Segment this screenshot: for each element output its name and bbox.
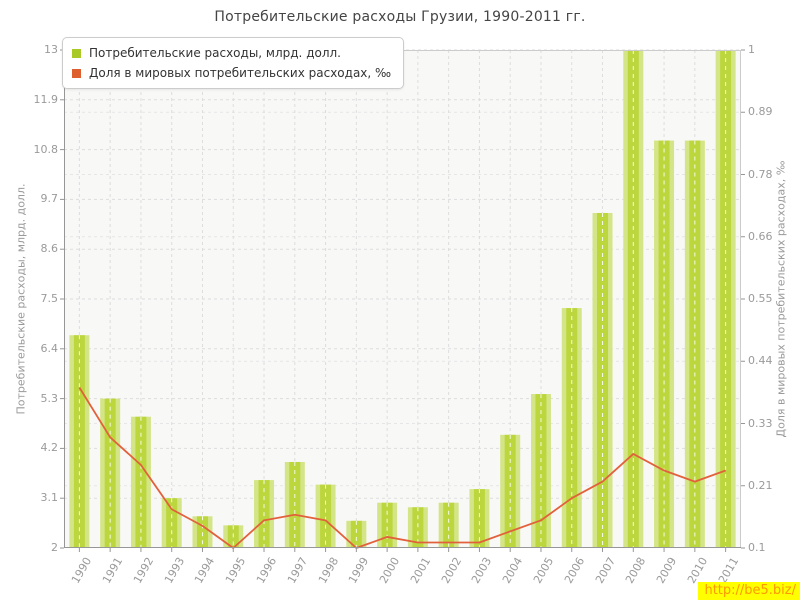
watermark-link[interactable]: http://be5.biz/ (698, 582, 800, 600)
bar-core-2007 (597, 212, 609, 548)
bar-core-2000 (381, 502, 393, 548)
x-axis-label-1999: 1999 (346, 555, 372, 586)
x-axis-label-2008: 2008 (623, 555, 649, 586)
x-axis-label-1997: 1997 (284, 555, 311, 586)
bar-core-2003 (473, 489, 485, 548)
x-axis-label-1991: 1991 (100, 555, 126, 586)
legend: Потребительские расходы, млрд. долл. Дол… (62, 37, 405, 89)
line-series (78, 387, 726, 549)
left-axis-tick-11.9: 11.9 (33, 92, 59, 106)
x-axis-label-2006: 2006 (561, 555, 588, 586)
x-axis-label-2003: 2003 (469, 555, 495, 586)
x-axis-label-1990: 1990 (69, 555, 95, 586)
x-axis-label-2005: 2005 (530, 555, 557, 586)
chart-canvas (60, 49, 745, 552)
legend-label-bars: Потребительские расходы, млрд. долл. (89, 46, 341, 60)
bar-core-2001 (412, 507, 424, 548)
left-axis-tick-3.1: 3.1 (40, 491, 59, 505)
left-axis-tick-2: 2 (51, 541, 58, 554)
x-axis-label-1993: 1993 (161, 555, 187, 586)
x-axis-label-1998: 1998 (315, 555, 341, 586)
bar-core-2006 (566, 308, 578, 548)
x-axis-label-2004: 2004 (500, 555, 526, 586)
x-axis-label-1992: 1992 (130, 555, 157, 586)
x-axis-label-2009: 2009 (654, 555, 680, 586)
right-axis-tick-0.21: 0.21 (748, 478, 773, 492)
x-axis-label-1995: 1995 (223, 555, 249, 586)
line-series-swatch-icon (72, 68, 81, 78)
legend-item-bars: Потребительские расходы, млрд. долл. (72, 43, 391, 63)
x-axis-label-2007: 2007 (592, 555, 618, 586)
x-axis-label-2002: 2002 (438, 555, 464, 586)
x-axis-label-1994: 1994 (192, 555, 218, 586)
right-axis-tick-1: 1 (748, 43, 755, 56)
x-axis-label-2001: 2001 (407, 555, 434, 586)
right-axis-title: Доля в мировых потребительских расходах,… (774, 160, 788, 438)
legend-label-line: Доля в мировых потребительских расходах,… (89, 66, 392, 80)
x-axis-label-1996: 1996 (254, 555, 280, 586)
right-axis-tick-0.89: 0.89 (748, 105, 773, 119)
chart-title: Потребительские расходы Грузии, 1990-201… (214, 9, 586, 25)
bar-core-2005 (535, 394, 547, 548)
bar-core-1998 (320, 484, 332, 548)
legend-item-line: Доля в мировых потребительских расходах,… (72, 63, 391, 83)
bar-core-1994 (196, 516, 208, 548)
bar-core-1999 (350, 520, 362, 548)
left-axis-tick-13: 13 (44, 43, 58, 56)
left-axis-title: Потребительские расходы, млрд. долл. (14, 183, 28, 415)
bar-core-2002 (443, 502, 455, 548)
left-axis-tick-4.2: 4.2 (40, 441, 59, 455)
left-axis-tick-10.8: 10.8 (33, 142, 59, 156)
chart-plot-area (60, 49, 745, 552)
x-axis-label-2000: 2000 (377, 555, 403, 586)
bar-series-swatch-icon (72, 48, 81, 58)
right-axis-tick-0.1: 0.1 (748, 541, 766, 554)
